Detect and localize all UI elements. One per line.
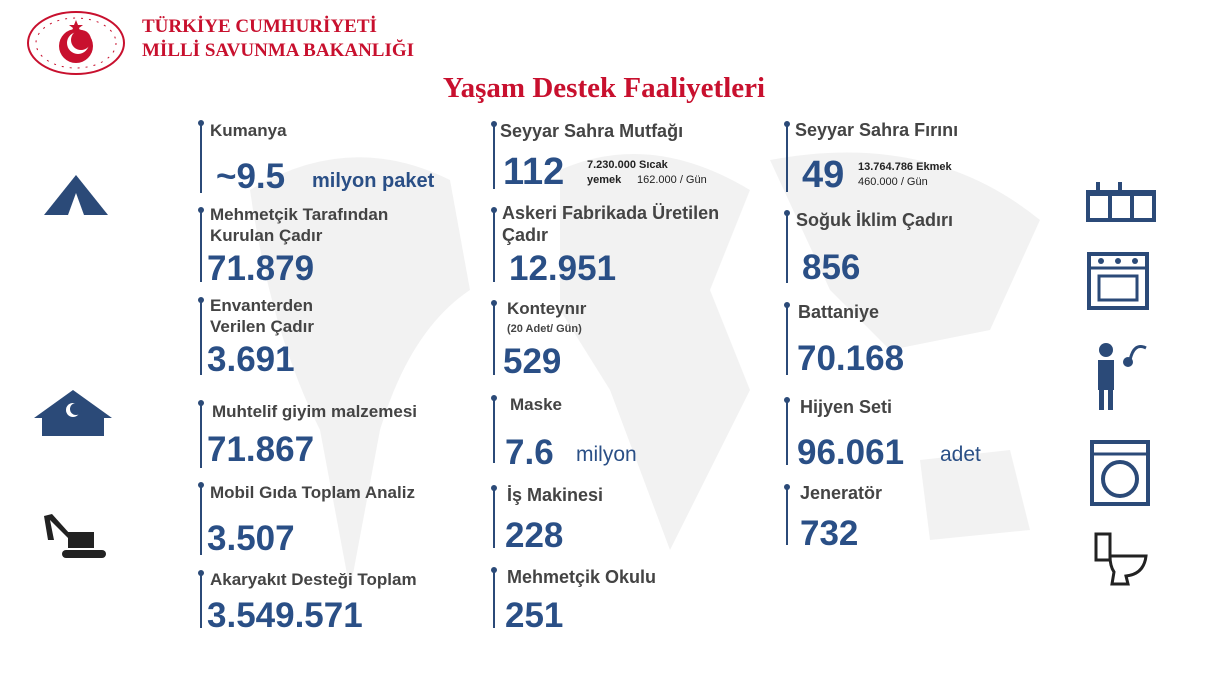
- divider-marker: [198, 120, 204, 193]
- field-bakery-note-1: 13.764.786 Ekmek: [858, 161, 952, 173]
- divider-marker: [784, 484, 790, 545]
- school-label: Mehmetçik Okulu: [507, 567, 657, 587]
- hygiene-label: Hijyen Seti: [800, 397, 893, 417]
- divider-marker: [491, 485, 497, 548]
- factory-tent-label-1: Askeri Fabrikada Üretilen: [502, 203, 720, 223]
- divider-marker: [784, 121, 790, 192]
- hygiene-unit: adet: [940, 443, 981, 466]
- tent-built-label-1: Mehmetçik Tarafından: [210, 205, 389, 224]
- divider-marker: [491, 207, 497, 282]
- field-bakery-label: Seyyar Sahra Fırını: [795, 120, 959, 140]
- factory-tent-value: 12.951: [509, 249, 617, 288]
- fuel-value: 3.549.571: [207, 596, 363, 635]
- field-kitchen-value: 112: [503, 151, 565, 193]
- kitchen-icon: [1086, 182, 1156, 222]
- kumanya-label: Kumanya: [210, 121, 287, 140]
- divider-marker: [491, 395, 497, 463]
- world-map-background: [250, 152, 1040, 590]
- clothing-label: Muhtelif giyim malzemesi: [212, 402, 417, 421]
- divider-marker: [491, 121, 497, 189]
- divider-marker: [491, 300, 497, 375]
- kumanya-value: ~9.5: [216, 157, 286, 196]
- field-bakery-note-2: 460.000 / Gün: [858, 176, 928, 188]
- food-analysis-label: Mobil Gıda Toplam Analiz: [210, 483, 415, 502]
- field-kitchen-label: Seyyar Sahra Mutfağı: [500, 121, 684, 141]
- food-analysis-value: 3.507: [207, 519, 295, 558]
- school-value: 251: [505, 596, 564, 635]
- kumanya-unit: milyon paket: [312, 170, 435, 192]
- container-sub: (20 Adet/ Gün): [507, 323, 582, 335]
- field-kitchen-note-1: 7.230.000 Sıcak: [587, 159, 668, 171]
- blanket-label: Battaniye: [798, 302, 880, 322]
- field-bakery-value: 49: [802, 154, 845, 196]
- divider-marker: [198, 400, 204, 468]
- cold-tent-label: Soğuk İklim Çadırı: [796, 210, 954, 230]
- mask-unit: milyon: [576, 443, 637, 466]
- washing-machine-icon: [1090, 440, 1150, 506]
- divider-marker: [784, 397, 790, 465]
- field-kitchen-note-2b: 162.000 / Gün: [637, 174, 707, 186]
- tent-icon: [44, 175, 108, 215]
- header-line1: TÜRKİYE CUMHURİYETİ: [142, 16, 377, 37]
- divider-marker: [784, 302, 790, 375]
- header-line2: MİLLİ SAVUNMA BAKANLIĞI: [142, 40, 415, 61]
- tent-built-label-2: Kurulan Çadır: [210, 226, 323, 245]
- machinery-label: İş Makinesi: [507, 485, 604, 505]
- generator-value: 732: [800, 514, 859, 553]
- divider-marker: [784, 210, 790, 283]
- divider-marker: [491, 567, 497, 628]
- field-kitchen-note-2a: yemek: [587, 174, 622, 186]
- fuel-label: Akaryakıt Desteği Toplam: [210, 570, 417, 589]
- tent-built-value: 71.879: [207, 249, 315, 288]
- cold-tent-value: 856: [802, 248, 861, 287]
- inventory-tent-label-1: Envanterden: [210, 296, 313, 315]
- ministry-logo: [26, 10, 126, 81]
- clothing-value: 71.867: [207, 430, 315, 469]
- mask-value: 7.6: [505, 433, 554, 472]
- blanket-value: 70.168: [797, 339, 905, 378]
- page-title: Yaşam Destek Faaliyetleri: [442, 72, 766, 104]
- divider-marker: [198, 207, 204, 282]
- container-label: Konteynır: [507, 299, 587, 318]
- hygiene-value: 96.061: [797, 433, 905, 472]
- tent-crescent-icon: [34, 390, 112, 436]
- container-value: 529: [503, 342, 562, 381]
- inventory-tent-label-2: Verilen Çadır: [210, 317, 314, 336]
- excavator-icon: [44, 514, 106, 558]
- divider-marker: [198, 570, 204, 628]
- toilet-icon: [1094, 532, 1148, 586]
- divider-marker: [198, 482, 204, 555]
- factory-tent-label-2: Çadır: [502, 225, 549, 245]
- mask-label: Maske: [510, 395, 562, 414]
- divider-marker: [198, 297, 204, 375]
- generator-label: Jeneratör: [800, 483, 883, 503]
- shower-icon: [1098, 343, 1147, 410]
- machinery-value: 228: [505, 516, 564, 555]
- oven-icon: [1087, 252, 1149, 310]
- inventory-tent-value: 3.691: [207, 340, 295, 379]
